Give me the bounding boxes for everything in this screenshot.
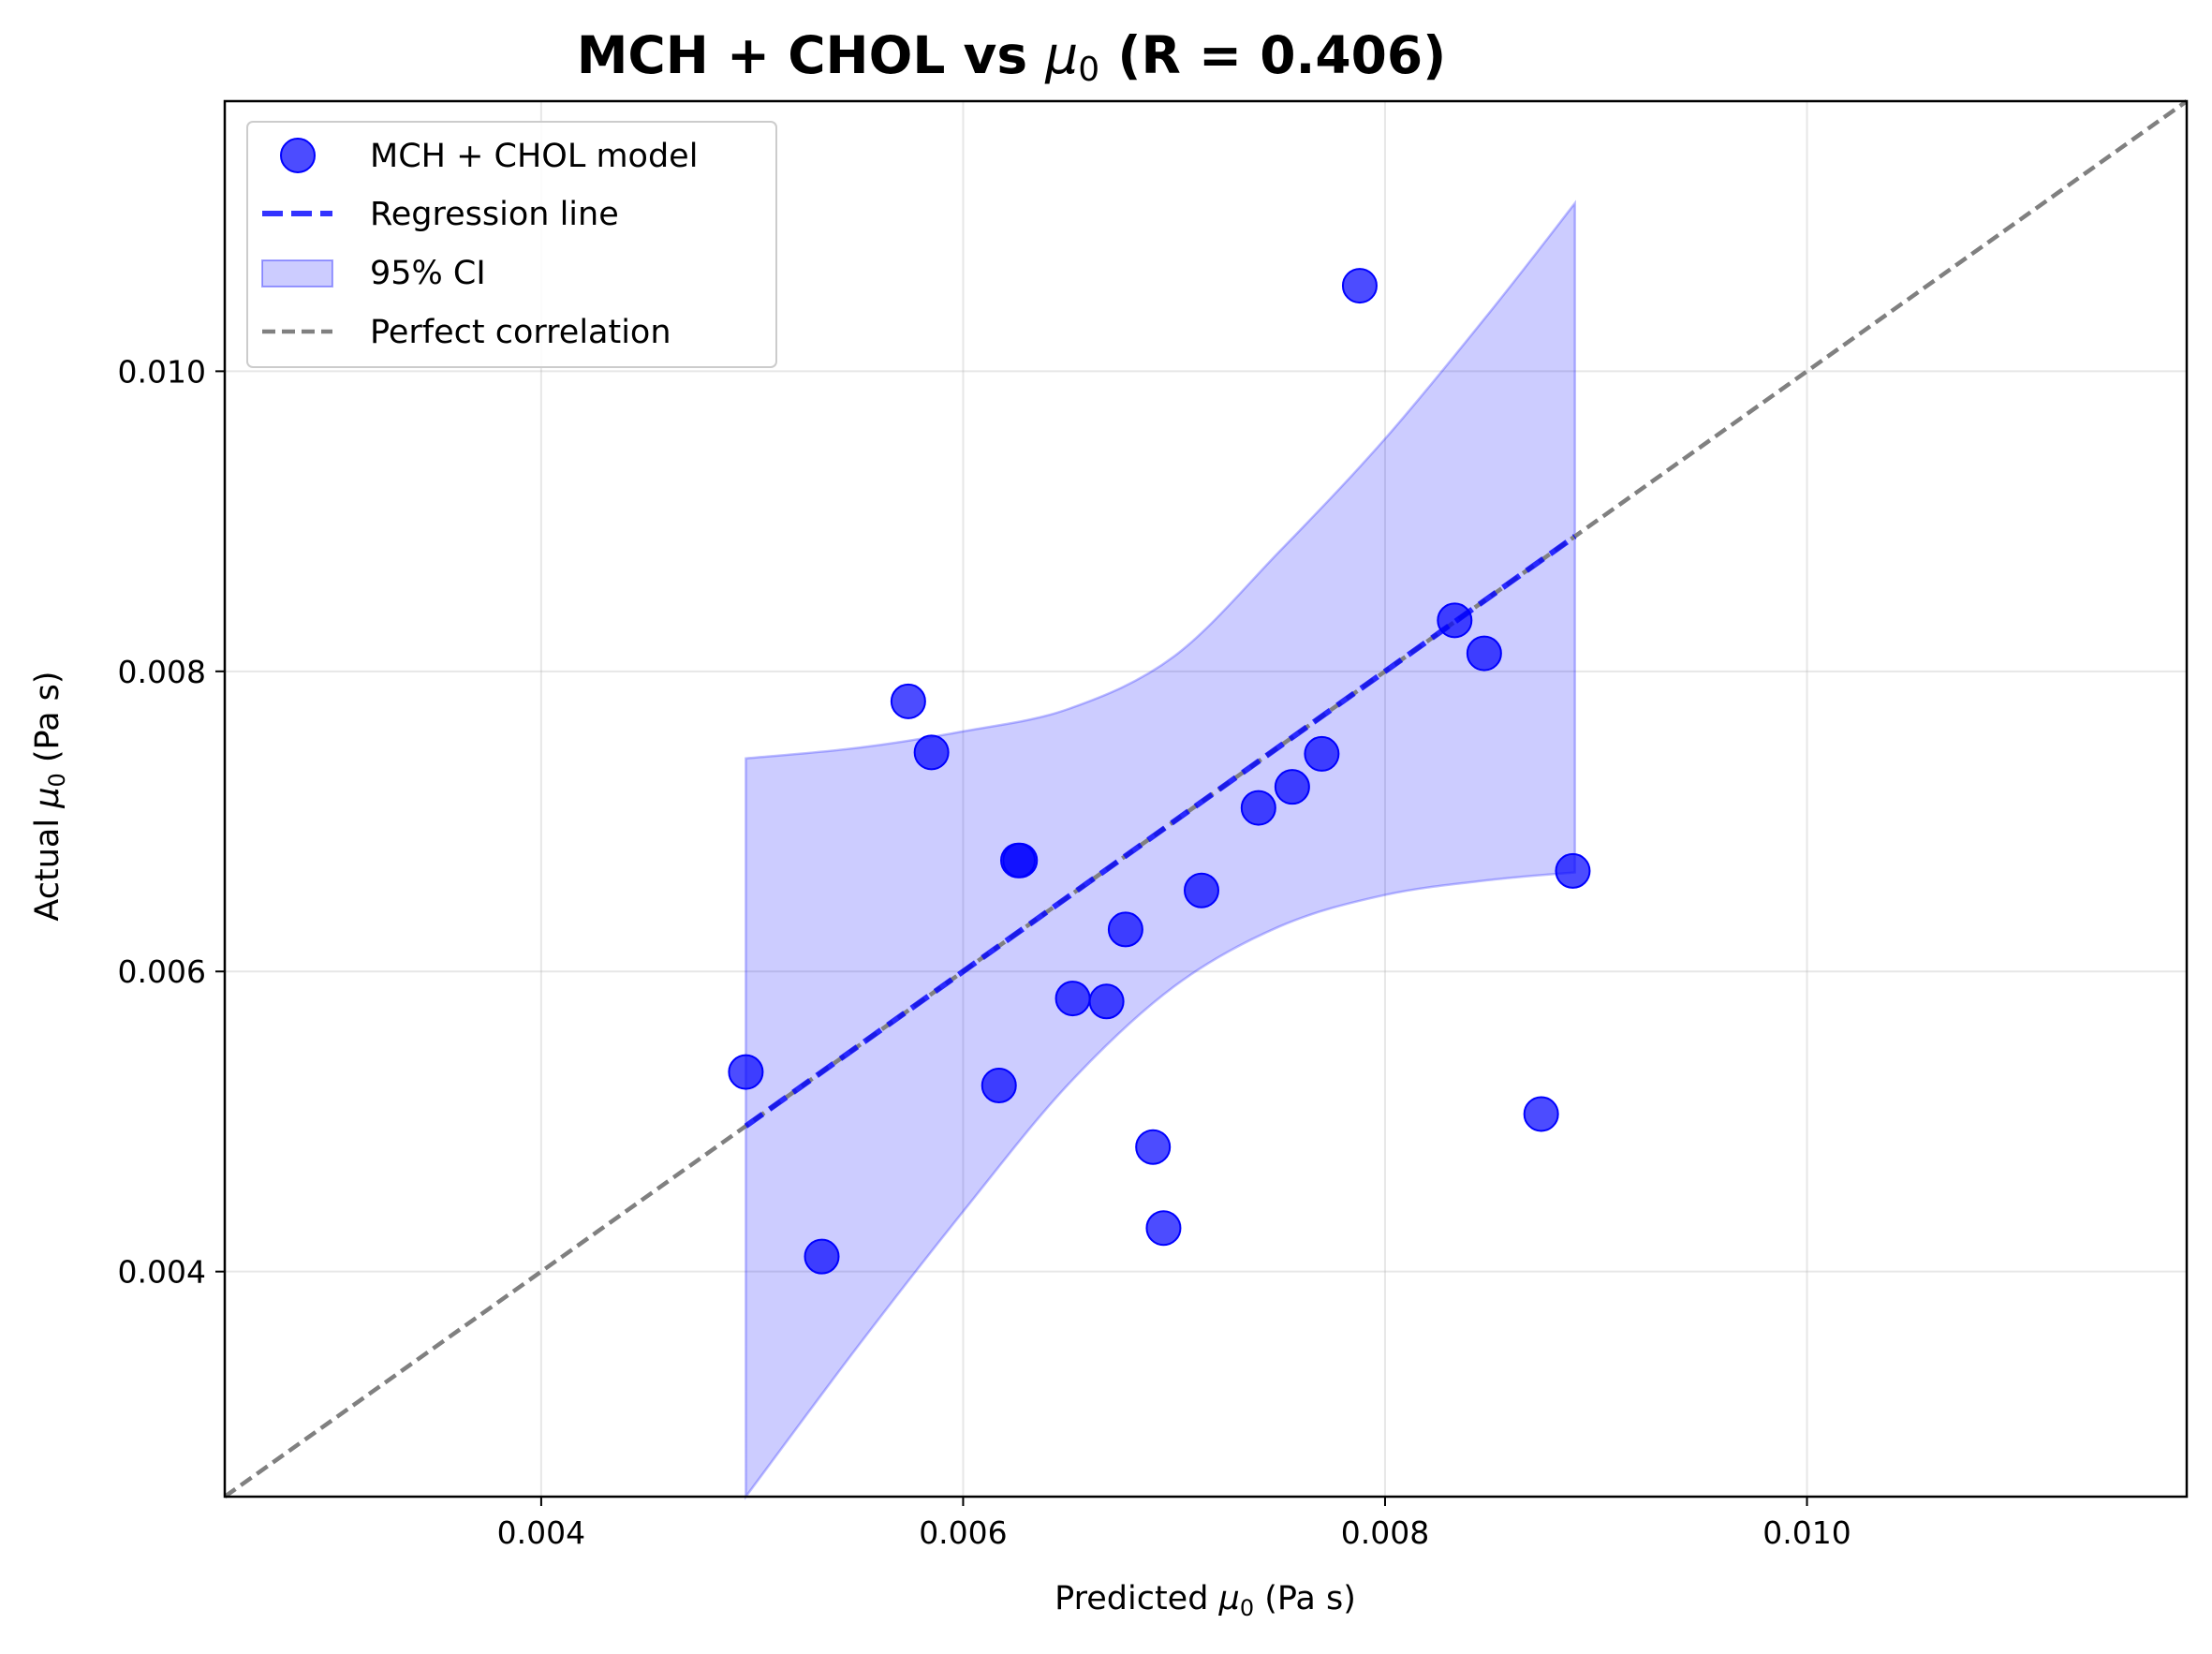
x-tick-label-2: 0.008 xyxy=(1341,1514,1429,1551)
regression-line-layer xyxy=(744,534,1577,1129)
y-tick-label-3: 0.010 xyxy=(118,353,206,390)
y-axis-label-prefix: Actual xyxy=(29,808,66,922)
y-tick-label-2: 0.008 xyxy=(118,654,206,690)
legend-label-regression: Regression line xyxy=(370,196,619,233)
data-points xyxy=(728,268,1591,1275)
data-point-17 xyxy=(1437,602,1473,639)
x-axis-label-subscript: 0 xyxy=(1240,1595,1254,1621)
legend-box xyxy=(246,121,777,368)
y-axis-label-subscript: 0 xyxy=(44,773,70,787)
legend-item-regression: Regression line xyxy=(262,196,619,233)
y-tick-label-1: 0.006 xyxy=(118,953,206,990)
x-axis-label-prefix: Predicted xyxy=(1054,1580,1218,1617)
legend-label-identity: Perfect correlation xyxy=(370,314,671,351)
data-point-3 xyxy=(913,734,950,771)
chart-title: MCH + CHOL vs μ0 (R = 0.406) xyxy=(577,25,1447,89)
data-point-15 xyxy=(1304,735,1340,772)
data-point-0 xyxy=(728,1054,764,1090)
legend-label-scatter: MCH + CHOL model xyxy=(370,138,698,175)
y-axis-ticks: 0.004 0.006 0.008 0.010 xyxy=(118,353,225,1291)
legend-scatter-marker xyxy=(280,138,316,173)
x-tick-label-3: 0.010 xyxy=(1762,1514,1851,1551)
data-point-19 xyxy=(1523,1096,1559,1132)
x-tick-label-1: 0.006 xyxy=(919,1514,1007,1551)
data-point-11 xyxy=(1145,1210,1182,1247)
legend-item-scatter: MCH + CHOL model xyxy=(280,138,698,175)
legend-label-ci: 95% CI xyxy=(370,255,486,292)
data-point-6 xyxy=(1002,842,1039,879)
regression-line xyxy=(744,534,1577,1129)
x-axis-ticks: 0.004 0.006 0.008 0.010 xyxy=(497,1497,1851,1551)
x-axis-label: Predicted μ0 (Pa s) xyxy=(1054,1580,1356,1621)
y-tick-label-0: 0.004 xyxy=(118,1254,206,1291)
y-axis-label-suffix: (Pa s) xyxy=(29,671,66,773)
x-axis-label-symbol: μ xyxy=(1218,1580,1240,1617)
data-point-18 xyxy=(1466,635,1502,672)
y-axis-label-symbol: μ xyxy=(29,788,66,809)
data-point-14 xyxy=(1274,769,1310,805)
data-point-12 xyxy=(1183,872,1219,908)
chart-title-suffix: (R = 0.406) xyxy=(1099,25,1446,85)
legend-ci-swatch xyxy=(261,259,333,288)
data-point-7 xyxy=(1054,981,1091,1017)
data-point-4 xyxy=(981,1068,1017,1104)
legend-item-ci: 95% CI xyxy=(261,255,486,292)
legend-item-identity: Perfect correlation xyxy=(262,314,671,351)
legend: MCH + CHOL model Regression line 95% CI … xyxy=(246,121,777,368)
data-point-8 xyxy=(1088,983,1125,1020)
data-point-20 xyxy=(1555,852,1591,889)
data-point-9 xyxy=(1107,911,1143,948)
y-axis-label: Actual μ0 (Pa s) xyxy=(29,671,70,921)
data-point-16 xyxy=(1341,268,1378,304)
chart-title-prefix: MCH + CHOL vs xyxy=(577,25,1046,85)
data-point-13 xyxy=(1240,790,1276,826)
x-axis-label-suffix: (Pa s) xyxy=(1254,1580,1356,1617)
x-tick-label-0: 0.004 xyxy=(497,1514,585,1551)
data-point-1 xyxy=(804,1238,840,1275)
chart-title-subscript: 0 xyxy=(1078,51,1099,89)
chart-title-symbol: μ xyxy=(1044,25,1078,85)
data-point-2 xyxy=(890,683,926,719)
data-point-10 xyxy=(1135,1129,1172,1165)
plot-area-frame xyxy=(223,99,2189,1499)
